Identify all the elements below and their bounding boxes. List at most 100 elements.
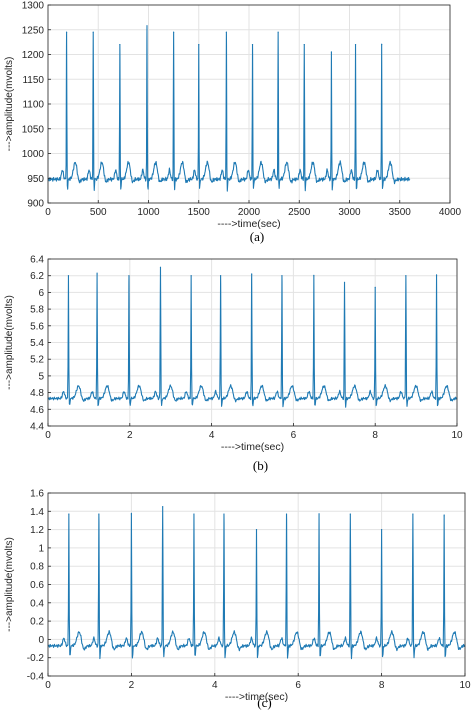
y-tick-label: 1 bbox=[38, 543, 44, 554]
y-tick-label: 5.6 bbox=[30, 321, 44, 332]
chart-panel: 0 2 4 6 8 10 4.4 4.6 4.8 5 5.2 5.4 5.6 5.8 6 6.2 6.4 ----… bbox=[4, 255, 463, 474]
r-peak-point bbox=[96, 273, 98, 275]
r-peak-point bbox=[381, 44, 383, 46]
x-tick-label: 4 bbox=[212, 680, 218, 691]
r-peak-point bbox=[193, 513, 195, 515]
y-tick-label: 1100 bbox=[22, 100, 44, 111]
y-tick-label: 1150 bbox=[22, 75, 44, 86]
r-peak-point bbox=[98, 513, 100, 515]
x-tick-label: 0 bbox=[45, 207, 51, 218]
x-tick-label: 4000 bbox=[439, 207, 462, 218]
y-tick-label: 1250 bbox=[22, 25, 45, 36]
r-peak-point bbox=[435, 275, 438, 277]
r-peak-point bbox=[255, 529, 258, 531]
y-tick-label: 1.4 bbox=[30, 507, 44, 518]
r-peak-point bbox=[412, 513, 414, 515]
y-tick-label: 4.4 bbox=[30, 422, 44, 433]
y-tick-label: 0.2 bbox=[30, 617, 44, 628]
r-peak-point bbox=[128, 275, 130, 277]
y-tick-label: 0.6 bbox=[30, 580, 44, 591]
x-tick-label: 8 bbox=[379, 680, 385, 691]
y-tick-label: 6.2 bbox=[30, 271, 44, 282]
x-tick-label: 2500 bbox=[288, 207, 311, 218]
r-peak-point bbox=[374, 286, 376, 288]
r-peak-point bbox=[130, 513, 132, 515]
r-peak-point bbox=[277, 31, 279, 33]
y-tick-label: 950 bbox=[27, 174, 44, 185]
x-tick-label: 3500 bbox=[389, 207, 412, 218]
r-peak-point bbox=[190, 275, 192, 277]
ecg-signal-line bbox=[47, 266, 458, 408]
chart-panel: 0 500 1000 1500 2000 2500 3000 3500 4000 900 950 10… bbox=[4, 1, 462, 245]
r-peak-point bbox=[443, 515, 445, 517]
x-tick-label: 10 bbox=[451, 430, 463, 441]
y-axis-label: --->amplitude(mvolts) bbox=[4, 57, 15, 152]
x-tick-label: 3000 bbox=[338, 207, 361, 218]
x-tick-label: 1500 bbox=[188, 207, 211, 218]
ecg-signal-line bbox=[47, 25, 411, 192]
y-axis-label: --->amplitude(mvolts) bbox=[4, 295, 15, 390]
y-axis-label: --->amplitude(mvolts) bbox=[4, 537, 15, 632]
y-tick-label: 5.2 bbox=[30, 355, 44, 366]
r-peak-point bbox=[67, 275, 70, 277]
x-tick-label: 10 bbox=[459, 680, 471, 691]
r-peak-point bbox=[251, 273, 253, 275]
y-tick-label: 1050 bbox=[22, 124, 45, 135]
r-peak-point bbox=[349, 513, 351, 515]
y-tick-label: 5.8 bbox=[30, 305, 44, 316]
r-peak-point bbox=[65, 31, 68, 33]
y-tick-label: 1.2 bbox=[30, 525, 44, 536]
x-tick-label: 8 bbox=[372, 430, 378, 441]
y-tick-label: 5.4 bbox=[30, 338, 44, 349]
y-tick-label: 5 bbox=[38, 371, 44, 382]
panel-caption: (b) bbox=[253, 458, 268, 473]
r-peak-point bbox=[119, 44, 121, 46]
r-peak-point bbox=[318, 513, 320, 515]
x-axis-label: ---->time(sec) bbox=[225, 691, 288, 703]
r-peak-point bbox=[313, 275, 315, 277]
r-peak-point bbox=[225, 31, 227, 33]
x-tick-label: 0 bbox=[45, 430, 51, 441]
r-peak-point bbox=[162, 506, 164, 508]
y-tick-label: -0.4 bbox=[27, 672, 45, 683]
r-peak-point bbox=[354, 44, 357, 46]
y-tick-label: 4.8 bbox=[30, 388, 44, 399]
y-tick-label: 6.4 bbox=[30, 255, 44, 266]
x-tick-label: 1000 bbox=[137, 207, 160, 218]
r-peak-point bbox=[173, 31, 175, 33]
r-peak-point bbox=[92, 31, 94, 33]
r-peak-point bbox=[343, 281, 346, 283]
r-peak-point bbox=[146, 25, 148, 27]
r-peak-point bbox=[281, 275, 283, 277]
x-tick-label: 4 bbox=[209, 430, 215, 441]
x-tick-label: 2000 bbox=[238, 207, 261, 218]
panel-caption: (c) bbox=[257, 695, 271, 710]
panel-caption: (a) bbox=[250, 229, 264, 244]
r-peak-point bbox=[198, 44, 200, 46]
r-peak-point bbox=[219, 275, 222, 277]
x-axis-label: ---->time(sec) bbox=[221, 441, 284, 453]
r-peak-point bbox=[330, 51, 333, 53]
x-tick-label: 500 bbox=[90, 207, 107, 218]
x-tick-label: 6 bbox=[291, 430, 297, 441]
r-peak-point bbox=[159, 266, 162, 268]
r-peak-point bbox=[381, 529, 383, 531]
r-peak-point bbox=[405, 275, 407, 277]
y-tick-label: 6 bbox=[38, 288, 44, 299]
y-tick-label: 0.8 bbox=[30, 562, 44, 573]
x-axis-label: ---->time(sec) bbox=[217, 218, 280, 230]
r-peak-point bbox=[223, 513, 225, 515]
y-tick-label: 4.6 bbox=[30, 405, 44, 416]
x-tick-label: 0 bbox=[45, 680, 51, 691]
r-peak-point bbox=[303, 44, 305, 46]
y-tick-label: 1300 bbox=[22, 1, 45, 12]
y-tick-label: 1200 bbox=[22, 50, 45, 61]
r-peak-point bbox=[251, 44, 254, 46]
y-tick-label: 0.4 bbox=[30, 598, 44, 609]
y-tick-label: -0.2 bbox=[27, 653, 45, 664]
r-peak-point bbox=[285, 513, 288, 515]
y-tick-label: 900 bbox=[27, 199, 44, 210]
x-tick-label: 6 bbox=[295, 680, 301, 691]
r-peak-point bbox=[68, 513, 70, 515]
